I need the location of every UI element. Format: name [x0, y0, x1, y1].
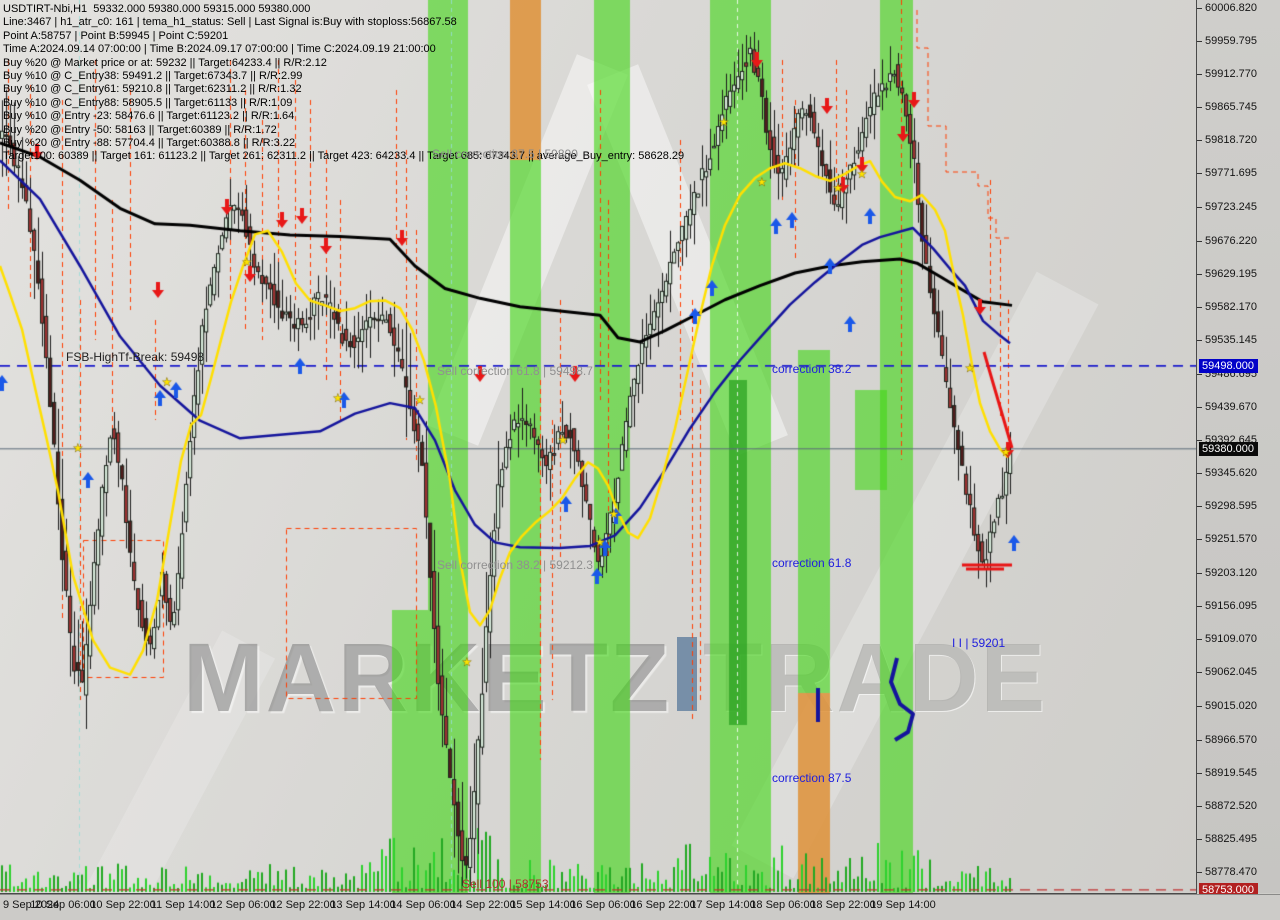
- info-line: Buy %20 @ Market price or at: 59232 || T…: [3, 56, 327, 69]
- sell-correction-382: Sell correction 38.2 | 59212.3: [437, 558, 593, 572]
- price-axis-tick: [1197, 8, 1202, 9]
- info-line: Line:3467 | h1_atr_c0: 161 | tema_h1_sta…: [3, 16, 457, 29]
- price-axis-label: 59156.095: [1205, 600, 1257, 613]
- info-line: USDTIRT-Nbi,H1 59332.000 59380.000 59315…: [3, 3, 311, 15]
- price-axis-tick: [1197, 240, 1202, 242]
- price-axis-tick: [1197, 772, 1202, 774]
- price-axis-label: 59439.670: [1205, 400, 1257, 413]
- price-axis-label: 58778.470: [1205, 865, 1257, 878]
- sell-correction-875: Sell correction 87.5 | 59800: [432, 147, 578, 161]
- price-axis-tick: [1197, 41, 1202, 43]
- price-axis-label: 59345.620: [1205, 467, 1257, 480]
- sell-correction-618: Sell correction 61.8 | 59498.7: [437, 364, 593, 378]
- info-line: Buy %10 @ Entry -23: 58476.6 || Target:6…: [3, 110, 295, 123]
- correction-618: correction 61.8: [772, 556, 852, 570]
- sell-100: Sell 100 | 58753: [462, 877, 549, 891]
- price-axis-tick: [1197, 506, 1202, 508]
- info-line: Point A:58757 | Point B:59945 | Point C:…: [3, 29, 229, 42]
- price-axis-tick: [1197, 705, 1202, 707]
- info-line: Buy %20 @ Entry -50: 58163 || Target:603…: [3, 123, 277, 136]
- price-axis-tick: [1197, 339, 1202, 341]
- price-axis-label: 58966.570: [1205, 733, 1257, 746]
- price-axis-tick: [1197, 74, 1202, 76]
- price-axis-label: 59535.145: [1205, 333, 1257, 346]
- price-chart-canvas[interactable]: [0, 0, 1197, 894]
- current-price-tag: 59498.000: [1199, 358, 1258, 373]
- time-axis-label: 16 Sep 22:00: [630, 899, 696, 911]
- price-axis-tick: [1197, 539, 1202, 541]
- price-axis-label: 59298.595: [1205, 500, 1257, 513]
- correction-382: correction 38.2: [772, 362, 852, 376]
- price-axis-tick: [1197, 739, 1202, 741]
- price-axis-label: 59251.570: [1205, 533, 1257, 546]
- price-axis-tick: [1197, 207, 1202, 209]
- time-axis-label: 19 Sep 14:00: [870, 899, 936, 911]
- price-axis-label: 59723.245: [1205, 201, 1257, 214]
- price-axis-tick: [1197, 838, 1202, 840]
- price-axis-tick: [1197, 173, 1202, 175]
- price-axis-tick: [1197, 140, 1202, 142]
- price-axis-label: 59959.795: [1205, 35, 1257, 48]
- time-axis-label: 12 Sep 06:00: [210, 899, 276, 911]
- price-axis-label: 59203.120: [1205, 567, 1257, 580]
- price-axis-tick: [1197, 439, 1202, 441]
- price-axis-label: 59629.195: [1205, 267, 1257, 280]
- time-axis[interactable]: 9 Sep 2024 10 Sep 06:00 10 Sep 22:00 11 Sep…: [0, 894, 1280, 920]
- info-line: Buy %10 @ C_Entry61: 59210.8 || Target:6…: [3, 83, 302, 96]
- info-line: Time A:2024.09.14 07:00:00 | Time B:2024…: [3, 43, 436, 56]
- price-axis-tick: [1197, 606, 1202, 608]
- price-axis-label: 59818.720: [1205, 134, 1257, 147]
- time-axis-label: 18 Sep 06:00: [750, 899, 816, 911]
- time-axis-label: 16 Sep 06:00: [570, 899, 636, 911]
- current-price-tag: 59380.000: [1199, 441, 1258, 456]
- price-axis-tick: [1197, 805, 1202, 807]
- time-axis-label: 10 Sep 22:00: [90, 899, 156, 911]
- fsb-hightf-break: FSB-HighTf-Break: 59498: [66, 350, 205, 364]
- price-axis-tick: [1197, 306, 1202, 308]
- time-axis-label: 15 Sep 14:00: [510, 899, 576, 911]
- time-axis-label: 10 Sep 06:00: [30, 899, 96, 911]
- info-line: Buy %20 @ Entry -88: 57704.4 || Target:6…: [3, 137, 296, 150]
- price-axis-label: 59109.070: [1205, 633, 1257, 646]
- price-axis-label: 59015.020: [1205, 699, 1257, 712]
- price-axis-label: 59062.045: [1205, 666, 1257, 679]
- price-axis-label: 60006.820: [1205, 2, 1257, 14]
- correction-875: correction 87.5: [772, 771, 852, 785]
- price-axis-tick: [1197, 639, 1202, 641]
- time-axis-label: 14 Sep 22:00: [450, 899, 516, 911]
- price-axis-label: 59582.170: [1205, 300, 1257, 313]
- price-axis-tick: [1197, 406, 1202, 408]
- time-axis-label: 13 Sep 14:00: [330, 899, 396, 911]
- info-line: Buy %10 @ C_Entry88: 58905.5 || Target:6…: [3, 96, 293, 109]
- info-line: Target100: 60389 || Target 161: 61123.2 …: [3, 150, 685, 163]
- price-axis-label: 59865.745: [1205, 101, 1257, 114]
- price-axis-label: 59771.695: [1205, 167, 1257, 180]
- price-axis-tick: [1197, 373, 1202, 375]
- price-axis-label: 59912.770: [1205, 68, 1257, 81]
- price-axis[interactable]: 60006.820 59959.795 59912.770 59865.745 5981…: [1197, 0, 1280, 911]
- price-axis-tick: [1197, 107, 1202, 109]
- current-price-tag: 58753.000: [1199, 882, 1258, 897]
- time-axis-label: 18 Sep 22:00: [810, 899, 876, 911]
- time-axis-label: 9 Sep 2024: [3, 899, 60, 911]
- price-axis-tick: [1197, 273, 1202, 275]
- info-line: Buy %10 @ C_Entry38: 59491.2 || Target:6…: [3, 70, 303, 83]
- time-axis-label: 11 Sep 14:00: [150, 899, 216, 911]
- time-axis-label: 14 Sep 06:00: [390, 899, 456, 911]
- indicator-info-overlay: USDTIRT-Nbi,H1 59332.000 59380.000 59315…: [3, 3, 684, 164]
- price-axis-tick: [1197, 672, 1202, 674]
- price-axis-label: 59676.220: [1205, 234, 1257, 247]
- price-axis-tick: [1197, 473, 1202, 475]
- time-axis-label: 12 Sep 22:00: [270, 899, 336, 911]
- price-axis-tick: [1197, 871, 1202, 873]
- time-axis-label: 17 Sep 14:00: [690, 899, 756, 911]
- level-59201: I I | 59201: [952, 636, 1006, 650]
- price-axis-label: 58825.495: [1205, 832, 1257, 845]
- price-axis-label: 58872.520: [1205, 799, 1257, 812]
- price-axis-label: 58919.545: [1205, 766, 1257, 779]
- price-axis-tick: [1197, 573, 1202, 575]
